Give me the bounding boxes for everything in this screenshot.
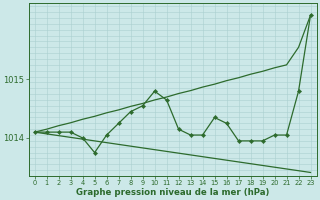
- X-axis label: Graphe pression niveau de la mer (hPa): Graphe pression niveau de la mer (hPa): [76, 188, 269, 197]
